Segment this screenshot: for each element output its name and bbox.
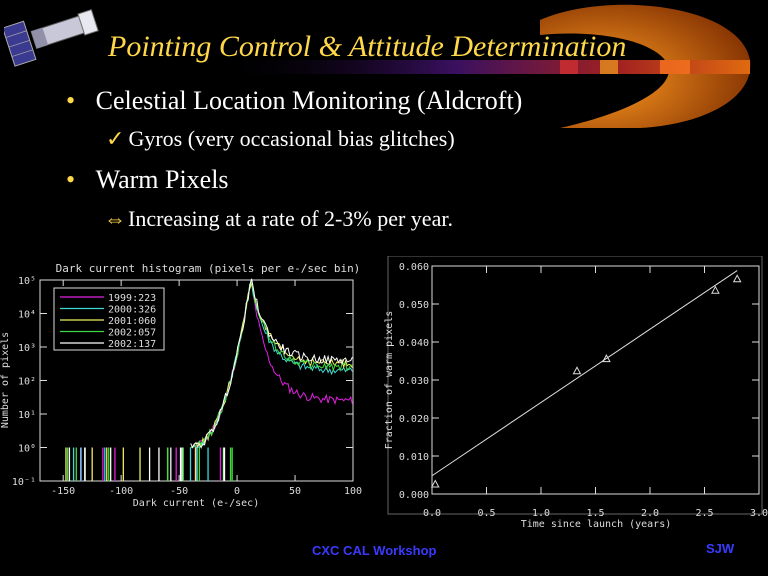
bullet-1-text: Celestial Location Monitoring (Aldcroft) (95, 86, 523, 115)
bullet-marker: • (66, 86, 76, 115)
legend-label: 2001:060 (108, 316, 156, 327)
slide-title: Pointing Control & Attitude Determinatio… (108, 30, 627, 63)
bullet-2: • Warm Pixels (66, 165, 229, 195)
chart-title: Dark current histogram (pixels per e-/se… (56, 262, 361, 275)
x-tick-label: 50 (289, 486, 301, 497)
x-axis-label: Time since launch (years) (521, 519, 672, 530)
x-tick-label: 100 (344, 486, 362, 497)
x-tick-label: 1.5 (586, 508, 604, 519)
x-tick-label: -150 (51, 486, 75, 497)
sub-bullet-2-text: Increasing at a rate of 2-3% per year. (128, 206, 453, 231)
satellite-icon (4, 9, 99, 67)
y-tick-label: 0.000 (399, 490, 429, 501)
y-axis-label: Number of pixels (0, 332, 11, 428)
legend-label: 1999:223 (108, 293, 156, 304)
y-tick-label: 10¹ (18, 410, 36, 421)
author-initials: SJW (706, 541, 735, 556)
series-spikes (68, 447, 226, 481)
banner-arc (540, 4, 751, 129)
y-tick-label: 0.050 (399, 300, 429, 311)
footer-text: CXC CAL Workshop (312, 543, 437, 558)
legend-label: 2000:326 (108, 305, 156, 316)
legend (53, 287, 165, 351)
bullet-2-text: Warm Pixels (95, 165, 229, 194)
y-tick-label: 10³ (18, 343, 36, 354)
x-tick-label: 3.0 (750, 508, 768, 519)
data-point (711, 285, 720, 294)
series-spikes (66, 447, 233, 481)
data-point (572, 366, 582, 375)
legend-label: 2002:057 (108, 328, 156, 339)
warm-pixels-chart: 0.0 0.5 1.0 1.5 2.0 2.5 3.0 0.000 0.010 0.020 0.03… (372, 256, 768, 536)
histogram-chart: Dark current histogram (pixels per e-/se… (0, 256, 366, 512)
x-tick-label: 2.5 (695, 508, 713, 519)
y-tick-label: 0.040 (399, 338, 429, 349)
sub-bullet-2: ⇔Increasing at a rate of 2-3% per year. (104, 206, 453, 232)
x-tick-label: 1.0 (532, 508, 550, 519)
legend-label: 2002:137 (108, 339, 156, 350)
x-tick-label: 2.0 (641, 508, 659, 519)
double-arrow-icon: ⇔ (104, 206, 126, 231)
sub-bullet-1-text: Gyros (very occasional bias glitches) (128, 126, 455, 151)
title-banner (215, 4, 751, 129)
x-tick-label: -100 (109, 486, 133, 497)
data-point (602, 354, 611, 363)
y-tick-label: 10⁵ (18, 276, 36, 287)
x-tick-label: 0.0 (423, 508, 441, 519)
x-tick-label: 0.5 (477, 508, 495, 519)
x-axis-label: Dark current (e-/sec) (133, 498, 259, 509)
x-tick-label: 0 (234, 486, 240, 497)
series-line (190, 281, 353, 448)
y-tick-label: 0.020 (399, 414, 429, 425)
y-tick-label: 0.030 (399, 376, 429, 387)
y-axis-label: Fraction of warm pixels (384, 311, 395, 449)
fit-line (431, 270, 738, 477)
check-icon: ✓ (106, 126, 125, 151)
y-tick-label: 0.060 (399, 262, 429, 273)
bullet-1: • Celestial Location Monitoring (Aldcrof… (66, 86, 522, 116)
y-tick-label: 10⁻¹ (12, 477, 36, 488)
y-tick-label: 10⁰ (18, 444, 36, 455)
y-tick-label: 0.010 (399, 452, 429, 463)
series-line (190, 278, 353, 449)
x-tick-label: -50 (170, 486, 188, 497)
bullet-marker: • (66, 165, 76, 194)
sub-bullet-1: ✓ Gyros (very occasional bias glitches) (106, 126, 455, 152)
y-tick-label: 10⁴ (18, 310, 36, 321)
data-point (430, 479, 440, 488)
y-tick-label: 10² (18, 377, 36, 388)
data-point (732, 274, 742, 283)
